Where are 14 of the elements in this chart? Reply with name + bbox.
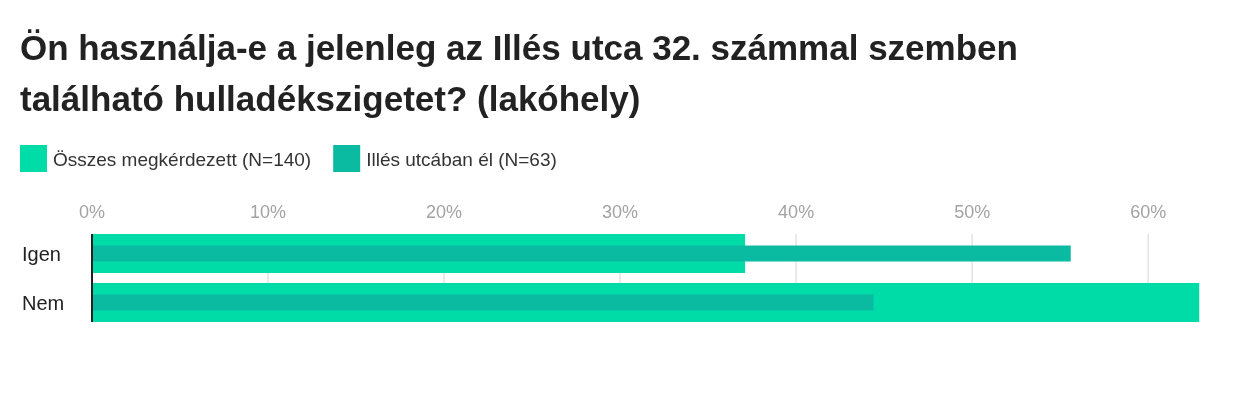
legend-label: Illés utcában él (N=63)	[366, 149, 557, 170]
bar	[92, 245, 1071, 262]
x-tick-label: 40%	[778, 202, 815, 222]
x-tick-label: 10%	[250, 202, 287, 222]
y-tick-label: Nem	[22, 291, 65, 314]
x-tick-label: 0%	[78, 202, 106, 222]
x-tick-label: 50%	[954, 202, 991, 222]
x-tick-label: 20%	[426, 202, 463, 222]
bar	[92, 294, 874, 311]
chart-title: Ön használja-e a jelenleg az Illés utca 32. számmal szemben található hulladékszigetet? (lakóhely)	[20, 28, 1018, 118]
x-tick-label: 30%	[602, 202, 639, 222]
x-tick-label: 60%	[1130, 202, 1167, 222]
y-tick-label: Igen	[22, 242, 61, 265]
legend-label: Összes megkérdezett (N=140)	[53, 149, 312, 170]
